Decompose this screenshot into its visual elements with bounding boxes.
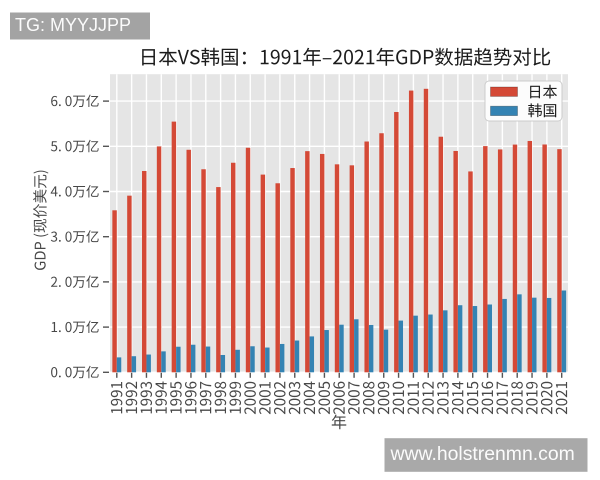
svg-text:TG: MYYJJPP: TG: MYYJJPP	[15, 15, 131, 35]
svg-text:www.holstrenmn.com: www.holstrenmn.com	[390, 443, 575, 465]
